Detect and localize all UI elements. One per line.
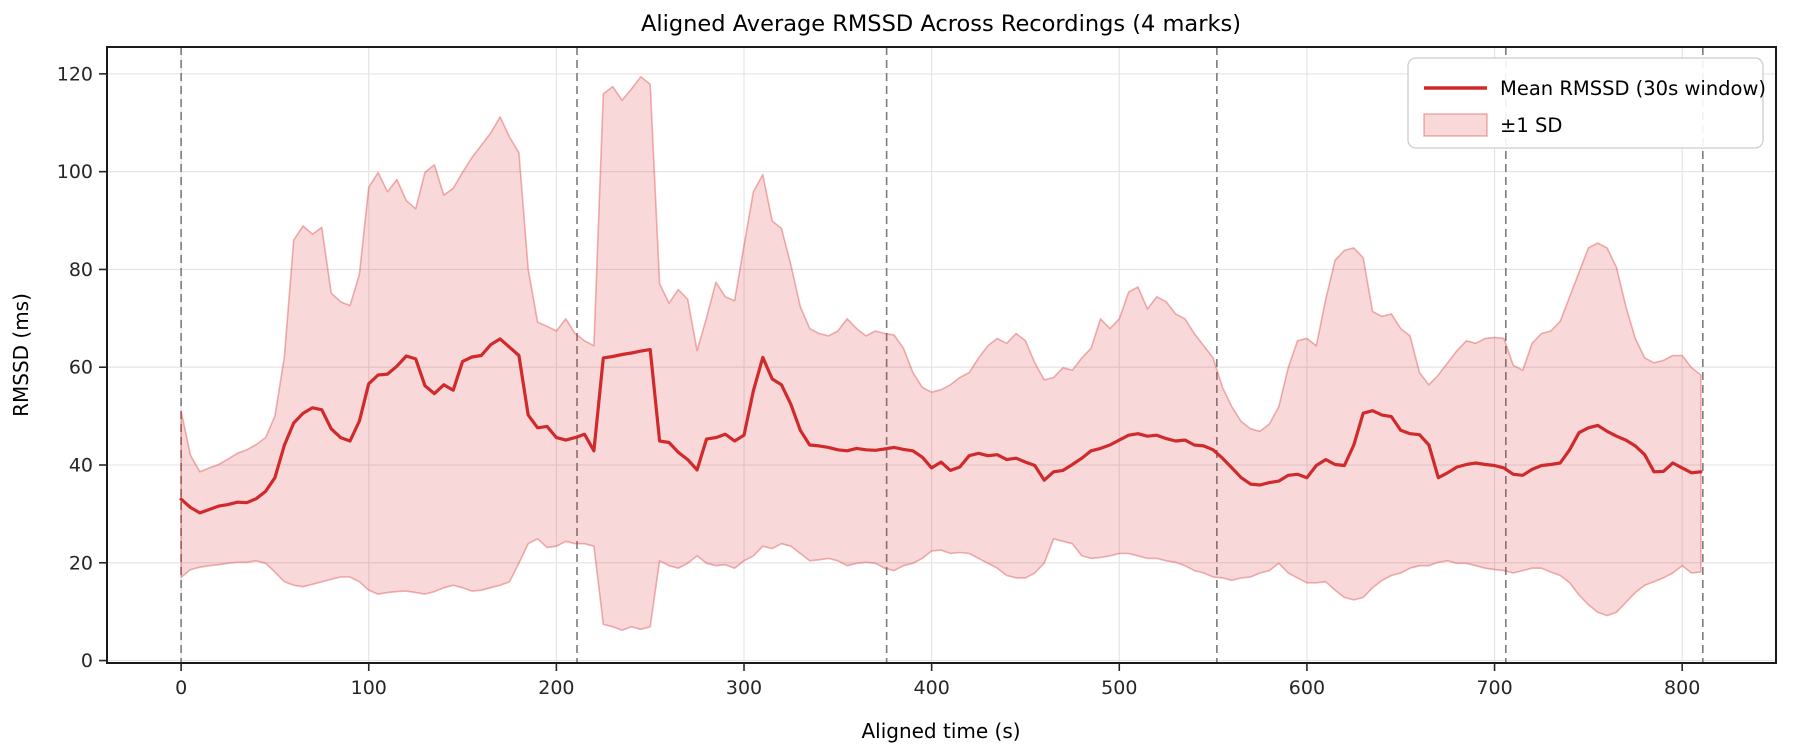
legend-box: [1407, 57, 1764, 149]
y-axis-label: RMSSD (ms): [9, 293, 33, 417]
x-tick-label: 100: [351, 677, 387, 699]
x-tick-label: 0: [175, 677, 187, 699]
sd-band: [180, 76, 1702, 631]
gridlines: [107, 47, 1776, 663]
legend-band-swatch: [1423, 113, 1488, 137]
x-tick-label: 600: [1289, 677, 1325, 699]
x-tick-label: 400: [914, 677, 950, 699]
x-tick-labels: 0 100 200 300 400 500 600 700 800: [175, 677, 1700, 699]
mean-rmssd-line: [179, 337, 1703, 515]
y-tick-label: 40: [69, 455, 93, 477]
y-tick-label: 20: [69, 552, 93, 574]
y-tick-label: 120: [57, 63, 93, 85]
mark-vlines: [180, 47, 1704, 663]
x-tick-label: 500: [1101, 677, 1137, 699]
y-tick-label: 0: [81, 650, 93, 672]
legend-label-sd: ±1 SD: [1500, 114, 1562, 137]
x-axis-label: Aligned time (s): [861, 719, 1020, 743]
y-tick-label: 80: [69, 259, 93, 281]
x-tick-label: 300: [726, 677, 762, 699]
axis-ticks: [99, 73, 1683, 671]
x-tick-label: 800: [1664, 677, 1700, 699]
legend: Mean RMSSD (30s window) ±1 SD: [1407, 57, 1766, 149]
sd-band-area: [180, 76, 1702, 631]
axes-spines: [106, 46, 1777, 664]
mean-line: [179, 337, 1703, 515]
legend-label-mean: Mean RMSSD (30s window): [1500, 77, 1766, 100]
y-tick-label: 60: [69, 357, 93, 379]
x-tick-label: 700: [1476, 677, 1512, 699]
y-tick-label: 100: [57, 161, 93, 183]
y-tick-labels: 0 20 40 60 80 100 120: [57, 63, 93, 672]
x-tick-label: 200: [538, 677, 574, 699]
chart-title: Aligned Average RMSSD Across Recordings …: [641, 11, 1241, 37]
